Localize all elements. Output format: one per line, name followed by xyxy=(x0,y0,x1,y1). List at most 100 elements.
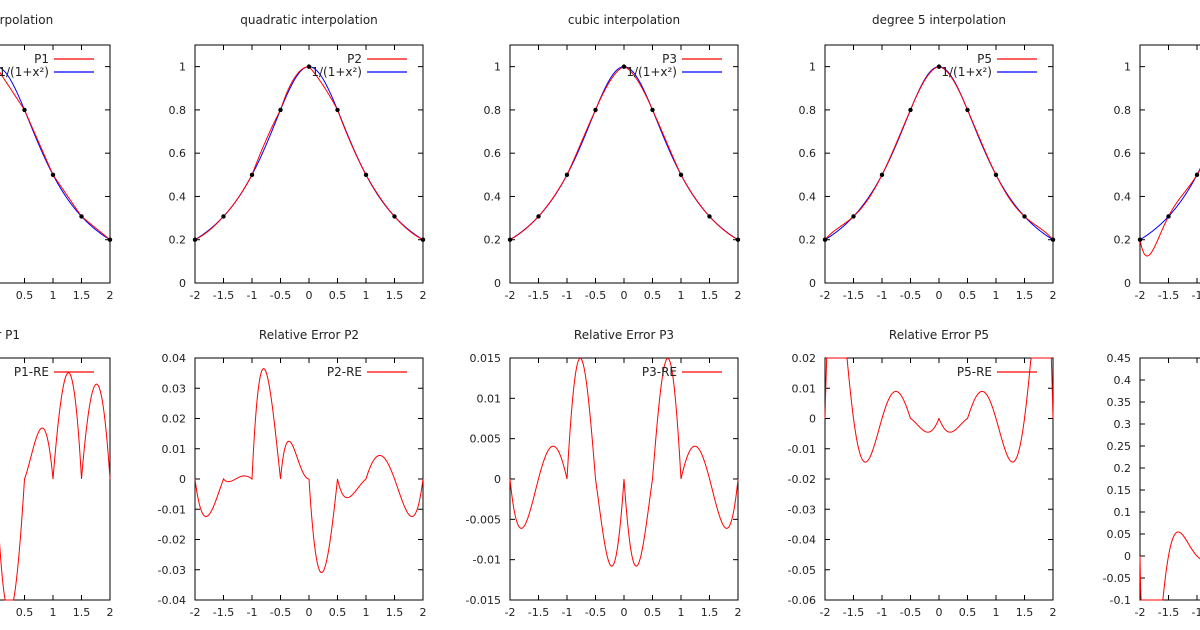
y-tick-label: 0.6 xyxy=(484,147,502,160)
x-tick-label: 1 xyxy=(50,289,57,302)
series-exact-function xyxy=(509,66,739,241)
x-tick-label: 1.5 xyxy=(73,606,91,619)
data-point xyxy=(536,214,541,219)
data-point xyxy=(908,107,913,113)
y-tick-label: 0.4 xyxy=(1114,374,1132,387)
panel-8: Relative Error P3 -2 -1.5 -1 -0.5 0 0.5 1 1.5 2 -0… xyxy=(466,328,742,619)
x-tick-label: 0.5 xyxy=(329,289,347,302)
x-tick-label: -1 xyxy=(562,289,573,302)
data-point xyxy=(936,64,942,69)
panel-4: degree 5 interpolation -2 -1.5 -1 -0.5 0 0.5 1 1… xyxy=(799,13,1057,302)
panel-2: quadratic interpolation -2 -1.5 -1 -0.5 0 0.5 1… xyxy=(169,13,427,302)
x-tick-label: 0 xyxy=(621,606,628,619)
x-tick-label: 0.5 xyxy=(16,289,34,302)
x-tick-label: 2 xyxy=(420,606,427,619)
x-tick-label: -2 xyxy=(190,606,201,619)
panel-3: cubic interpolation -2 -1.5 -1 -0.5 0 0.5 1 1.5 2… xyxy=(484,13,742,302)
data-point xyxy=(249,172,255,178)
panel-title: Relative Error P5 xyxy=(889,328,989,342)
x-tick-label: -2 xyxy=(505,289,516,302)
x-tick-label: 2 xyxy=(107,289,114,302)
y-tick-label: 0.4 xyxy=(799,190,817,203)
y-tick-label: 0.2 xyxy=(484,234,502,247)
series-interpolant xyxy=(194,66,424,241)
x-tick-label: -0.5 xyxy=(900,606,921,619)
x-tick-label: 0.5 xyxy=(644,289,662,302)
x-tick-label: -1.5 xyxy=(213,289,234,302)
x-tick-label: -2 xyxy=(820,606,831,619)
x-tick-label: -2 xyxy=(505,606,516,619)
x-tick-label: -2 xyxy=(820,289,831,302)
series-interpolant xyxy=(509,66,739,241)
legend-label: P1-RE xyxy=(14,365,49,379)
x-tick-label: 0 xyxy=(306,606,313,619)
x-tick-label: -2 xyxy=(1135,606,1146,619)
x-tick-label: -1 xyxy=(1192,289,1200,302)
panel-1: linear interpolation-2-1.5-1-0.500.511.5… xyxy=(0,13,114,302)
y-tick-label: 0 xyxy=(1124,277,1131,290)
x-tick-label: -1.5 xyxy=(1158,606,1179,619)
panel-title: cubic interpolation xyxy=(568,13,680,27)
y-tick-label: 0.6 xyxy=(169,147,187,160)
panel-title: quadratic interpolation xyxy=(240,13,378,27)
data-point xyxy=(965,107,970,113)
x-tick-label: -0.5 xyxy=(270,289,291,302)
y-tick-label: 0.2 xyxy=(799,234,817,247)
panel-9: Relative Error P5 -2 -1.5 -1 -0.5 0 0.5 1 1.5 2 -0… xyxy=(788,328,1057,619)
x-tick-label: 1 xyxy=(363,289,370,302)
x-tick-label: 2 xyxy=(735,606,742,619)
panel-title: linear interpolation xyxy=(0,13,53,27)
x-tick-label: 1 xyxy=(50,606,57,619)
y-tick-label: 0.02 xyxy=(162,413,187,426)
data-point xyxy=(993,172,999,178)
data-point xyxy=(1194,172,1200,178)
data-point xyxy=(306,64,312,69)
y-tick-label: -0.04 xyxy=(788,534,816,547)
y-tick-label: 0.8 xyxy=(169,104,187,117)
plot-frame xyxy=(824,357,1054,601)
data-point xyxy=(221,214,226,219)
x-tick-label: -1 xyxy=(247,606,258,619)
y-tick-label: 1 xyxy=(1124,61,1131,74)
series-interpolant xyxy=(824,66,1054,241)
y-tick-label: -0.03 xyxy=(788,503,816,516)
y-tick-label: -0.04 xyxy=(158,594,186,607)
x-tick-label: 0.5 xyxy=(959,289,977,302)
data-point xyxy=(192,237,198,242)
y-tick-label: 0.6 xyxy=(799,147,817,160)
y-tick-label: 0.05 xyxy=(1107,528,1132,541)
y-tick-label: 0.8 xyxy=(1114,104,1132,117)
data-point xyxy=(278,107,283,113)
x-tick-label: -0.5 xyxy=(900,289,921,302)
plot-frame xyxy=(194,44,424,284)
x-tick-label: 1.5 xyxy=(73,289,91,302)
y-tick-label: 0.2 xyxy=(1114,234,1132,247)
y-tick-label: 0.1 xyxy=(1114,506,1132,519)
y-tick-label: 0.6 xyxy=(1114,147,1132,160)
y-tick-label: 0.45 xyxy=(1107,352,1132,365)
x-tick-label: 2 xyxy=(735,289,742,302)
series-relative-error xyxy=(509,357,739,567)
series-interpolant xyxy=(0,71,111,241)
legend-label: P5-RE xyxy=(957,365,992,379)
x-tick-label: 1.5 xyxy=(386,606,404,619)
plot-frame xyxy=(0,357,111,601)
x-tick-label: 0.5 xyxy=(644,606,662,619)
x-tick-label: 1.5 xyxy=(386,289,404,302)
x-tick-label: 1 xyxy=(363,606,370,619)
x-tick-label: -2 xyxy=(190,289,201,302)
x-tick-label: 0.5 xyxy=(16,606,34,619)
x-tick-label: 2 xyxy=(420,289,427,302)
series-relative-error xyxy=(824,357,1054,463)
series-relative-error xyxy=(0,372,111,601)
y-tick-label: 0 xyxy=(809,413,816,426)
panel-7: Relative Error P2 -2 -1.5 -1 -0.5 0 0.5 1 1.5 2 -0… xyxy=(158,328,427,619)
x-tick-label: -1.5 xyxy=(843,606,864,619)
y-tick-label: 1 xyxy=(809,61,816,74)
y-tick-label: 0.8 xyxy=(484,104,502,117)
series-exact-function xyxy=(1139,167,1200,241)
y-tick-label: 0.25 xyxy=(1107,440,1132,453)
x-tick-label: 2 xyxy=(1050,289,1057,302)
panel-5: de-2-1.5-100.20.40.60.81 xyxy=(1114,44,1200,302)
